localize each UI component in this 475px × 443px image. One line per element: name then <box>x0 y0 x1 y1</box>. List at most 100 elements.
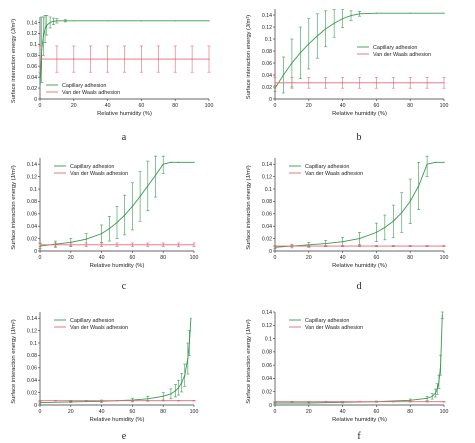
y-tick-label: 0.06 <box>262 212 272 218</box>
x-tick-label: 20 <box>71 103 77 109</box>
data-point <box>208 20 210 22</box>
panel-letter: d <box>357 281 362 292</box>
x-tick-label: 0 <box>39 103 42 109</box>
data-point <box>131 205 133 207</box>
x-tick-label: 20 <box>306 409 312 415</box>
data-point <box>358 82 361 84</box>
data-point <box>123 58 126 60</box>
data-point <box>124 214 126 216</box>
data-point <box>342 245 344 247</box>
data-point <box>426 163 428 165</box>
chart-panel-e: 0 20 40 60 80 100 0 0.02 0.04 0.06 0.08 0.1 0.12 0.14… <box>11 312 198 442</box>
y-tick-label: 0 <box>269 403 272 409</box>
legend-label: Van der Waals adhesion <box>305 171 363 177</box>
data-point <box>170 393 172 395</box>
data-point <box>409 245 411 247</box>
series-van-der-waals-adhesion <box>38 400 196 402</box>
x-tick-label: 40 <box>340 409 346 415</box>
series-line <box>274 12 444 89</box>
data-point <box>325 245 327 247</box>
data-point <box>443 245 445 247</box>
data-point <box>291 401 293 403</box>
data-point <box>274 401 276 403</box>
data-point <box>299 52 301 54</box>
y-tick-label: 0.04 <box>27 224 37 230</box>
data-point <box>392 245 394 247</box>
y-tick-label: 0.02 <box>27 236 37 242</box>
y-tick-label: 0.06 <box>262 61 272 67</box>
y-tick-label: 0.08 <box>27 53 37 59</box>
data-point <box>101 244 103 246</box>
data-point <box>178 387 180 389</box>
data-point <box>147 244 149 246</box>
y-tick-label: 0.14 <box>27 316 37 322</box>
data-point <box>274 82 276 84</box>
data-point <box>70 244 72 246</box>
y-tick-label: 0.08 <box>262 49 272 55</box>
y-axis-label: Surface interaction energy (J/m²) <box>246 165 252 249</box>
x-tick-label: 60 <box>130 255 136 261</box>
legend-label: Van der Waals adhesion <box>70 325 128 331</box>
data-point <box>139 195 141 198</box>
data-point <box>426 82 428 84</box>
x-tick-label: 20 <box>306 103 312 109</box>
data-point <box>443 401 445 403</box>
data-point <box>174 58 176 60</box>
data-point <box>116 244 118 246</box>
y-tick-label: 0.04 <box>27 75 37 81</box>
data-point <box>434 161 437 163</box>
data-point <box>426 397 428 399</box>
legend-label: Capillary adhesion <box>62 83 106 89</box>
x-tick-label: 100 <box>440 255 449 261</box>
y-axis-label: Surface interaction energy (J/m²) <box>246 15 252 99</box>
x-tick-label: 100 <box>205 103 214 109</box>
x-tick-label: 60 <box>130 409 136 415</box>
data-point <box>384 226 386 229</box>
y-tick-label: 0.08 <box>27 199 37 205</box>
y-tick-label: 0.06 <box>27 212 37 218</box>
data-point <box>54 400 57 402</box>
data-point <box>325 242 327 245</box>
legend-label: Van der Waals adhesion <box>62 90 120 96</box>
y-tick-label: 0.1 <box>30 187 37 193</box>
data-point <box>291 62 293 64</box>
x-tick-label: 100 <box>440 409 449 415</box>
y-tick-label: 0.14 <box>27 162 37 168</box>
x-tick-label: 0 <box>274 255 277 261</box>
y-tick-label: 0.14 <box>27 20 37 26</box>
data-point <box>375 12 377 14</box>
data-point <box>49 21 51 24</box>
data-point <box>44 28 46 30</box>
data-point <box>73 58 75 60</box>
data-point <box>147 185 149 187</box>
series-van-der-waals-adhesion <box>38 45 211 73</box>
x-tick-label: 60 <box>139 103 145 109</box>
data-point <box>401 211 403 214</box>
y-tick-label: 0.06 <box>27 366 37 372</box>
data-point <box>291 82 293 84</box>
y-tick-label: 0.08 <box>262 199 272 205</box>
y-tick-label: 0.02 <box>262 85 272 91</box>
x-tick-label: 80 <box>407 255 413 261</box>
data-point <box>162 395 164 397</box>
data-point <box>39 401 41 404</box>
data-point <box>418 185 420 187</box>
data-point <box>375 245 377 247</box>
data-point <box>162 244 164 246</box>
y-tick-label: 0 <box>34 403 37 409</box>
data-point <box>191 58 193 60</box>
y-tick-label: 0.14 <box>262 13 272 19</box>
series-capillary-adhesion <box>273 155 445 249</box>
data-point <box>70 401 72 403</box>
data-point <box>116 221 118 224</box>
x-axis-label: Relative humidity (%) <box>332 263 387 269</box>
chart-panel-c: 0 20 40 60 80 100 0 0.02 0.04 0.06 0.08 0.1 0.12 0.14… <box>11 155 198 292</box>
data-point <box>174 20 176 22</box>
y-tick-label: 0.1 <box>265 336 272 342</box>
data-point <box>140 58 142 60</box>
x-tick-label: 40 <box>99 409 105 415</box>
x-tick-label: 60 <box>374 103 380 109</box>
x-tick-label: 20 <box>306 255 312 261</box>
